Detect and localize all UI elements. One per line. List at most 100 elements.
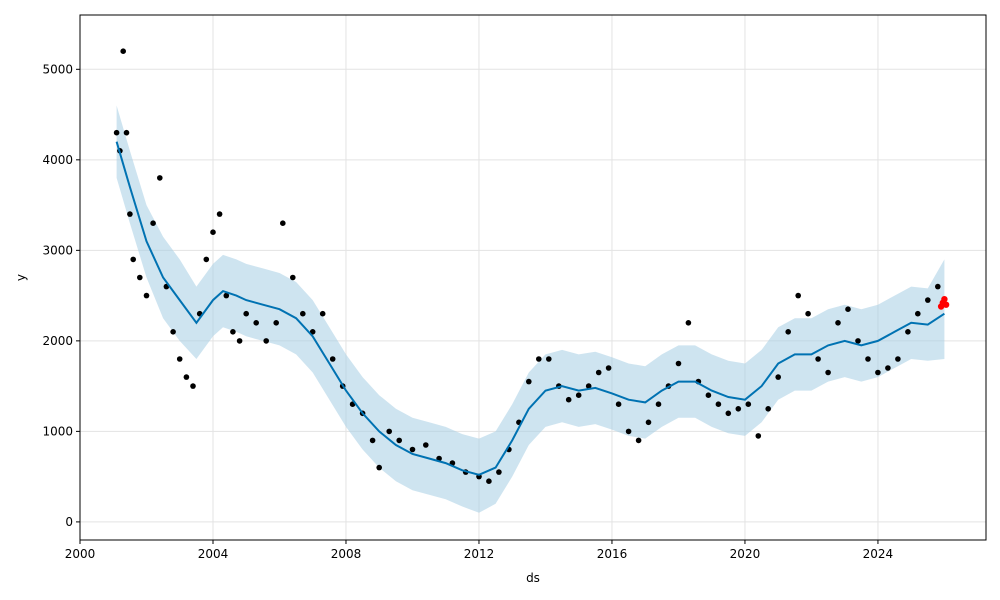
observed-point (546, 356, 552, 362)
observed-point (120, 48, 126, 54)
future-points-layer (937, 296, 950, 310)
observed-point (755, 433, 762, 439)
observed-point (127, 211, 133, 217)
observed-point (309, 329, 316, 335)
observed-point (855, 338, 861, 344)
y-tick-label: 0 (65, 515, 73, 529)
observed-point (123, 129, 130, 136)
observed-point (137, 274, 143, 281)
observed-point (170, 329, 176, 335)
observed-point (113, 129, 120, 136)
observed-point (496, 469, 502, 475)
observed-point (925, 297, 931, 303)
observed-point (625, 428, 632, 435)
observed-point (655, 401, 662, 408)
observed-point (875, 369, 881, 376)
observed-point (845, 306, 851, 313)
x-axis-label: ds (526, 571, 540, 585)
observed-point (635, 437, 642, 444)
observed-point (300, 310, 306, 317)
observed-point (885, 365, 891, 371)
observed-point (236, 338, 243, 344)
y-tick-label: 1000 (42, 424, 73, 438)
observed-point (216, 211, 223, 217)
observed-point (263, 338, 270, 344)
observed-point (280, 220, 286, 226)
observed-point (130, 256, 136, 263)
y-tick-label: 3000 (42, 243, 73, 257)
observed-point (176, 356, 183, 362)
x-tick-label: 2008 (331, 547, 362, 561)
observed-point (735, 406, 742, 412)
observed-point (386, 428, 393, 435)
observed-point (536, 356, 542, 362)
observed-point (705, 392, 712, 399)
observed-point (895, 356, 901, 362)
x-axis-ticks: 2000 2004 2008 2012 2016 2020 2024 (65, 540, 893, 561)
observed-point (585, 383, 592, 389)
observed-point (230, 329, 236, 335)
observed-point (329, 356, 336, 362)
observed-point (615, 401, 622, 408)
y-tick-label: 2000 (42, 334, 73, 348)
plot-frame (79, 14, 987, 541)
observed-point (645, 419, 652, 426)
future-point (941, 296, 948, 303)
observed-point (675, 360, 682, 367)
observed-point (183, 374, 190, 380)
observed-point (575, 392, 582, 399)
observed-point (486, 478, 492, 485)
observed-point (605, 365, 612, 371)
x-tick-label: 2020 (730, 547, 761, 561)
y-tick-label: 4000 (42, 153, 73, 167)
observed-point (210, 229, 216, 235)
x-tick-label: 2000 (65, 547, 96, 561)
forecast-line-layer (115, 141, 945, 476)
observed-point (376, 464, 383, 471)
observed-point (369, 437, 376, 444)
observed-point (865, 356, 871, 362)
observed-point (423, 442, 429, 448)
observed-point (795, 292, 801, 299)
observed-point (150, 220, 156, 226)
x-tick-label: 2004 (198, 547, 229, 561)
observed-point (243, 310, 249, 317)
observed-point (223, 292, 230, 299)
observed-point (785, 329, 791, 335)
observed-point (595, 369, 602, 376)
observed-point (915, 310, 921, 317)
observed-point (273, 320, 280, 326)
observed-point (935, 283, 941, 290)
observed-point (203, 256, 210, 263)
observed-point (905, 329, 911, 335)
observed-point (685, 320, 692, 326)
observed-point (745, 401, 752, 408)
forecast-line (115, 141, 945, 476)
observed-point (526, 378, 532, 385)
observed-point (190, 383, 196, 389)
observed-point (835, 320, 841, 326)
y-axis-label: y (14, 274, 28, 281)
observed-point (715, 401, 722, 408)
x-tick-label: 2024 (863, 547, 894, 561)
observed-point (253, 320, 259, 326)
observed-point (319, 310, 326, 317)
observed-point (565, 396, 572, 403)
observed-point (143, 292, 150, 299)
x-tick-label: 2012 (464, 547, 495, 561)
observed-point (409, 446, 416, 453)
x-tick-label: 2016 (597, 547, 628, 561)
y-axis-ticks: 0 1000 2000 3000 4000 5000 (42, 62, 80, 529)
observed-point (815, 356, 821, 362)
observed-point (290, 274, 296, 281)
observed-point (825, 369, 831, 376)
observed-point (396, 437, 403, 444)
observed-point (775, 374, 781, 380)
y-tick-label: 5000 (42, 62, 73, 76)
observed-point (805, 310, 811, 317)
observed-point (725, 410, 732, 417)
observed-point (157, 175, 163, 181)
future-point (942, 301, 950, 308)
